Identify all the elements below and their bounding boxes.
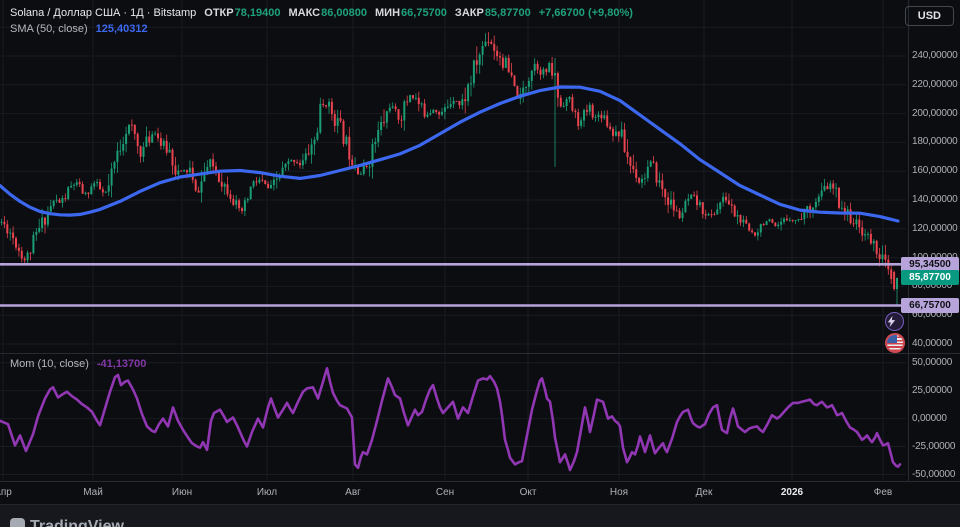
lightning-glyph (887, 316, 896, 327)
time-axis-label-Окт: Окт (519, 487, 537, 498)
time-axis-label-Дек: Дек (695, 487, 713, 498)
ohlc-open: ОТКР 78,19400 (204, 7, 281, 19)
ohlc-close: ЗАКР 85,87700 (454, 7, 531, 19)
price-axis-label: 220,00000 (912, 78, 958, 90)
time-axis-label-Июл: Июл (256, 487, 278, 498)
tradingview-logo[interactable]: TradingView (10, 518, 124, 527)
currency-toggle-button[interactable]: USD (904, 6, 954, 26)
pane-separator[interactable] (0, 353, 960, 354)
momentum-axis-label: 50,00000 (912, 356, 953, 368)
price-axis-label: 60,00000 (912, 309, 953, 321)
lightning-icon[interactable] (885, 312, 904, 331)
ohlc-values: ОТКР 78,19400 МАКС 86,00800 МИН 66,75700 ЗАКР 8… (204, 7, 530, 19)
time-axis-label-Сен: Сен (435, 487, 455, 498)
ohlc-high: МАКС 86,00800 (288, 7, 368, 19)
momentum-axis-label: 25,00000 (912, 384, 953, 396)
time-axis-label-Ноя: Ноя (609, 487, 629, 498)
time-axis-label-2026: 2026 (780, 487, 804, 498)
sma-legend[interactable]: SMA (50, close) 125,40312 (10, 23, 148, 35)
last-price-badge[interactable]: 85,87700 (901, 270, 959, 286)
momentum-legend[interactable]: Mom (10, close) -41,13700 (10, 358, 146, 370)
symbol-title[interactable]: Solana / Доллар США · 1Д · Bitstamp (10, 7, 197, 19)
sma-legend-value: 125,40312 (95, 23, 148, 35)
price-axis-label: 160,00000 (912, 165, 958, 177)
price-axis-label: 140,00000 (912, 194, 958, 205)
sma-legend-label: SMA (50, close) (10, 23, 88, 35)
level-price-badge[interactable]: 66,75700 (901, 297, 959, 313)
price-axis-label: 200,00000 (912, 107, 958, 119)
change-value: +7,66700 (+9,80%) (538, 7, 633, 19)
price-axis-label: 80,00000 (912, 280, 953, 292)
time-axis-label-Июн: Июн (171, 487, 193, 498)
ohlc-low: МИН 66,75700 (375, 7, 447, 19)
momentum-legend-label: Mom (10, close) (10, 358, 89, 370)
time-axis-label-Май: Май (83, 487, 103, 498)
time-axis-label-Фев: Фев (873, 487, 893, 498)
candles-layer (0, 32, 898, 306)
level-price-badge[interactable]: 95,34500 (901, 256, 959, 272)
price-axis-border (908, 0, 909, 481)
momentum-line (0, 367, 902, 472)
price-axis-label: 40,00000 (912, 338, 953, 349)
price-axis-label: 120,00000 (912, 222, 958, 234)
main-price-pane[interactable] (0, 0, 908, 354)
tradingview-logo-mark (10, 518, 25, 527)
tradingview-logo-text: TradingView (30, 518, 124, 527)
price-axis-label: 240,00000 (912, 50, 958, 61)
time-axis-separator (0, 481, 960, 482)
us-flag-icon[interactable] (885, 333, 905, 353)
time-axis-label-Авг: Авг (345, 487, 361, 498)
momentum-axis-label: -50,00000 (912, 468, 956, 480)
momentum-pane[interactable] (0, 354, 908, 481)
momentum-axis-label: 0,00000 (912, 412, 947, 424)
momentum-legend-value: -41,13700 (96, 358, 147, 370)
symbol-legend[interactable]: Solana / Доллар США · 1Д · Bitstamp ОТКР… (10, 7, 633, 19)
momentum-axis-label: -25,00000 (912, 440, 956, 452)
sma-line[interactable] (0, 85, 900, 223)
price-axis-label: 180,00000 (912, 136, 958, 148)
bottom-toolbar-strip: TradingView (0, 504, 960, 527)
time-axis-label-Апр: Апр (0, 487, 12, 498)
